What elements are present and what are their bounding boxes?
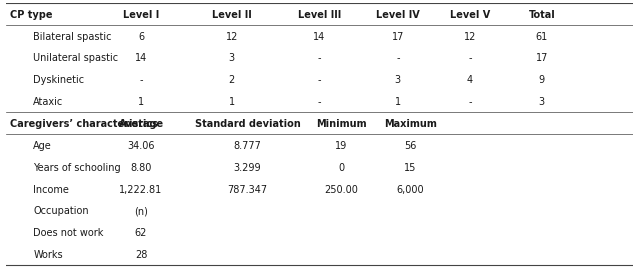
Text: Minimum: Minimum <box>316 119 367 129</box>
Text: (n): (n) <box>134 206 148 217</box>
Text: 2: 2 <box>229 75 235 85</box>
Text: Level IV: Level IV <box>376 10 420 20</box>
Text: Standard deviation: Standard deviation <box>195 119 300 129</box>
Text: Age: Age <box>33 141 52 151</box>
Text: Works: Works <box>33 250 63 260</box>
Text: Level II: Level II <box>212 10 252 20</box>
Text: -: - <box>468 97 472 107</box>
Text: Level I: Level I <box>123 10 159 20</box>
Text: 3.299: 3.299 <box>234 163 261 173</box>
Text: Does not work: Does not work <box>33 228 104 238</box>
Text: 17: 17 <box>392 32 404 42</box>
Text: 250.00: 250.00 <box>325 185 358 194</box>
Text: 17: 17 <box>535 53 548 63</box>
Text: 6: 6 <box>138 32 144 42</box>
Text: Dyskinetic: Dyskinetic <box>33 75 84 85</box>
Text: -: - <box>318 53 321 63</box>
Text: Maximum: Maximum <box>384 119 436 129</box>
Text: 62: 62 <box>135 228 147 238</box>
Text: Level V: Level V <box>450 10 490 20</box>
Text: Caregivers’ characteristics: Caregivers’ characteristics <box>10 119 157 129</box>
Text: 6,000: 6,000 <box>396 185 424 194</box>
Text: 1,222.81: 1,222.81 <box>119 185 163 194</box>
Text: 0: 0 <box>339 163 344 173</box>
Text: 3: 3 <box>395 75 401 85</box>
Text: 3: 3 <box>229 53 235 63</box>
Text: Ataxic: Ataxic <box>33 97 63 107</box>
Text: 28: 28 <box>135 250 147 260</box>
Text: Bilateral spastic: Bilateral spastic <box>33 32 112 42</box>
Text: Occupation: Occupation <box>33 206 89 217</box>
Text: -: - <box>318 75 321 85</box>
Text: -: - <box>139 75 142 85</box>
Text: 3: 3 <box>539 97 545 107</box>
Text: 8.777: 8.777 <box>233 141 261 151</box>
Text: 14: 14 <box>313 32 326 42</box>
Text: 12: 12 <box>226 32 238 42</box>
Text: -: - <box>468 53 472 63</box>
Text: 19: 19 <box>335 141 348 151</box>
Text: 14: 14 <box>135 53 147 63</box>
Text: CP type: CP type <box>10 10 52 20</box>
Text: 56: 56 <box>404 141 417 151</box>
Text: 1: 1 <box>229 97 235 107</box>
Text: 61: 61 <box>535 32 548 42</box>
Text: 34.06: 34.06 <box>127 141 155 151</box>
Text: 12: 12 <box>464 32 476 42</box>
Text: Unilateral spastic: Unilateral spastic <box>33 53 118 63</box>
Text: 8.80: 8.80 <box>130 163 151 173</box>
Text: 9: 9 <box>539 75 545 85</box>
Text: Average: Average <box>118 119 164 129</box>
Text: 15: 15 <box>404 163 417 173</box>
Text: 787.347: 787.347 <box>227 185 268 194</box>
Text: -: - <box>318 97 321 107</box>
Text: 4: 4 <box>466 75 473 85</box>
Text: Income: Income <box>33 185 69 194</box>
Text: -: - <box>396 53 399 63</box>
Text: Total: Total <box>528 10 555 20</box>
Text: Level III: Level III <box>298 10 341 20</box>
Text: Years of schooling: Years of schooling <box>33 163 121 173</box>
Text: 1: 1 <box>395 97 401 107</box>
Text: 1: 1 <box>138 97 144 107</box>
